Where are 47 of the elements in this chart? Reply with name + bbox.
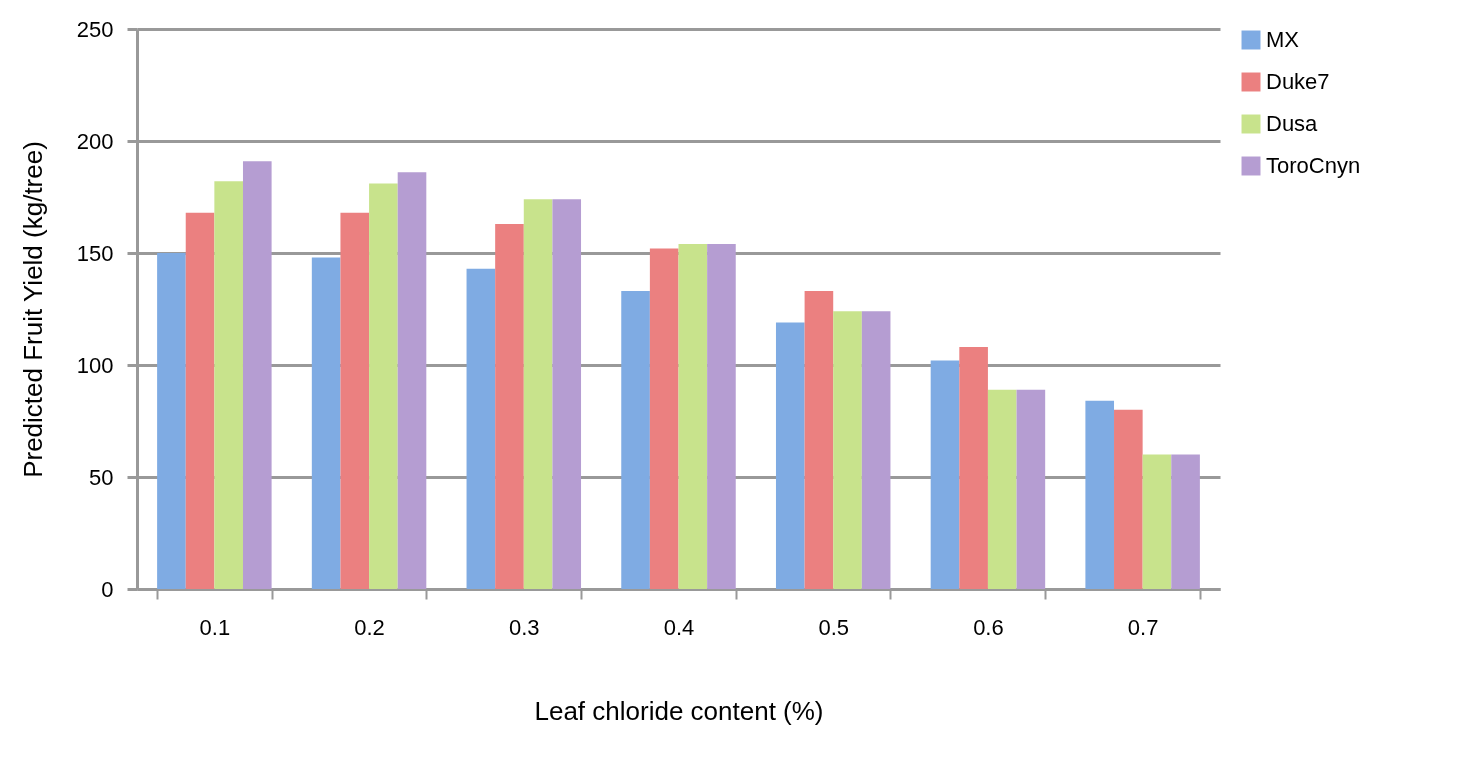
- bar: [552, 199, 582, 589]
- bar: [466, 268, 496, 589]
- y-axis-title: Predicted Fruit Yield (kg/tree): [17, 141, 48, 478]
- bar: [1142, 454, 1172, 589]
- bar: [707, 244, 736, 589]
- legend-label: MX: [1266, 27, 1300, 52]
- bar: [523, 199, 553, 589]
- bar: [1085, 400, 1115, 589]
- bar: [930, 360, 960, 589]
- bar: [242, 161, 272, 589]
- bar: [678, 244, 708, 589]
- y-tick-label: 200: [76, 128, 114, 154]
- bar: [214, 181, 243, 589]
- bar: [621, 291, 650, 589]
- y-tick-label: 0: [101, 576, 114, 602]
- bar: [987, 389, 1017, 589]
- bar: [311, 257, 341, 589]
- x-tick-label: 0.4: [663, 614, 695, 640]
- bar: [1016, 389, 1046, 589]
- y-tick-label: 100: [76, 352, 114, 378]
- bar: [775, 322, 805, 589]
- bar: [1171, 454, 1200, 589]
- bar: [861, 311, 891, 589]
- x-tick-label: 0.5: [818, 614, 850, 640]
- x-tick-label: 0.7: [1127, 614, 1159, 640]
- bar: [833, 311, 862, 589]
- legend-label: Dusa: [1266, 111, 1319, 136]
- y-tick-label: 50: [89, 464, 114, 490]
- x-tick-label: 0.3: [508, 614, 540, 640]
- bar: [340, 212, 370, 589]
- bar: [369, 183, 398, 589]
- bar: [1114, 409, 1143, 589]
- x-tick-label: 0.1: [199, 614, 231, 640]
- x-axis-title: Leaf chloride content (%): [534, 695, 824, 726]
- legend-label: ToroCnyn: [1266, 153, 1361, 178]
- bar: [157, 253, 186, 589]
- bar: [959, 347, 988, 589]
- bar: [185, 212, 215, 589]
- bar: [649, 248, 679, 589]
- y-tick-label: 150: [76, 240, 114, 266]
- legend-label: Duke7: [1266, 69, 1330, 94]
- bar: [495, 223, 524, 589]
- x-tick-label: 0.2: [354, 614, 385, 640]
- bar: [804, 291, 834, 589]
- x-tick-label: 0.6: [973, 614, 1004, 640]
- y-tick-label: 250: [76, 16, 114, 42]
- bar: [397, 172, 427, 589]
